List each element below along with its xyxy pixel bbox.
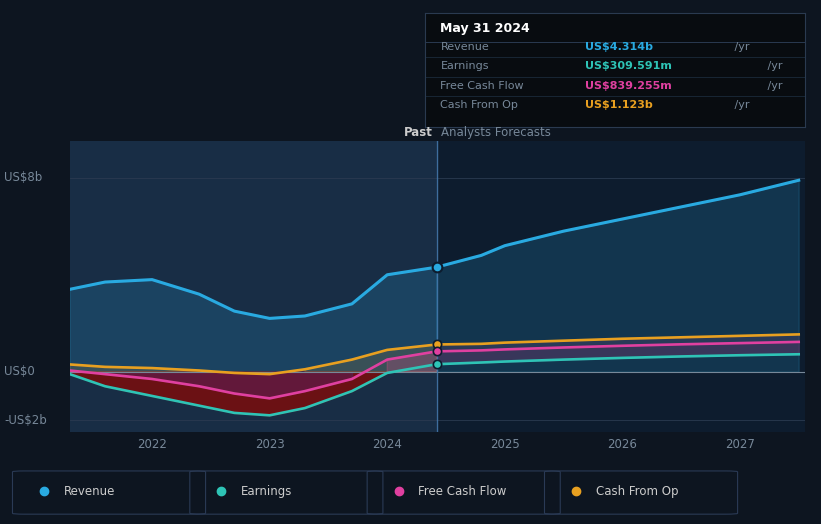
Text: /yr: /yr <box>732 100 750 110</box>
Text: US$0: US$0 <box>4 365 34 378</box>
Text: Cash From Op: Cash From Op <box>440 100 518 110</box>
Text: May 31 2024: May 31 2024 <box>440 22 530 35</box>
Text: Revenue: Revenue <box>440 42 489 52</box>
Text: Analysts Forecasts: Analysts Forecasts <box>441 126 551 139</box>
Text: US$4.314b: US$4.314b <box>585 42 653 52</box>
Text: US$8b: US$8b <box>4 171 43 184</box>
Text: Cash From Op: Cash From Op <box>596 485 678 498</box>
Text: Past: Past <box>404 126 433 139</box>
Text: Free Cash Flow: Free Cash Flow <box>419 485 507 498</box>
Text: Earnings: Earnings <box>440 61 489 71</box>
Text: US$309.591m: US$309.591m <box>585 61 672 71</box>
Text: Revenue: Revenue <box>64 485 115 498</box>
Text: US$1.123b: US$1.123b <box>585 100 653 110</box>
Bar <box>437 141 805 432</box>
Text: Free Cash Flow: Free Cash Flow <box>440 81 524 91</box>
Bar <box>70 141 437 432</box>
Text: US$839.255m: US$839.255m <box>585 81 672 91</box>
Text: /yr: /yr <box>732 42 750 52</box>
Text: /yr: /yr <box>764 81 782 91</box>
Text: /yr: /yr <box>764 61 782 71</box>
Text: -US$2b: -US$2b <box>4 413 47 427</box>
Text: Earnings: Earnings <box>241 485 292 498</box>
